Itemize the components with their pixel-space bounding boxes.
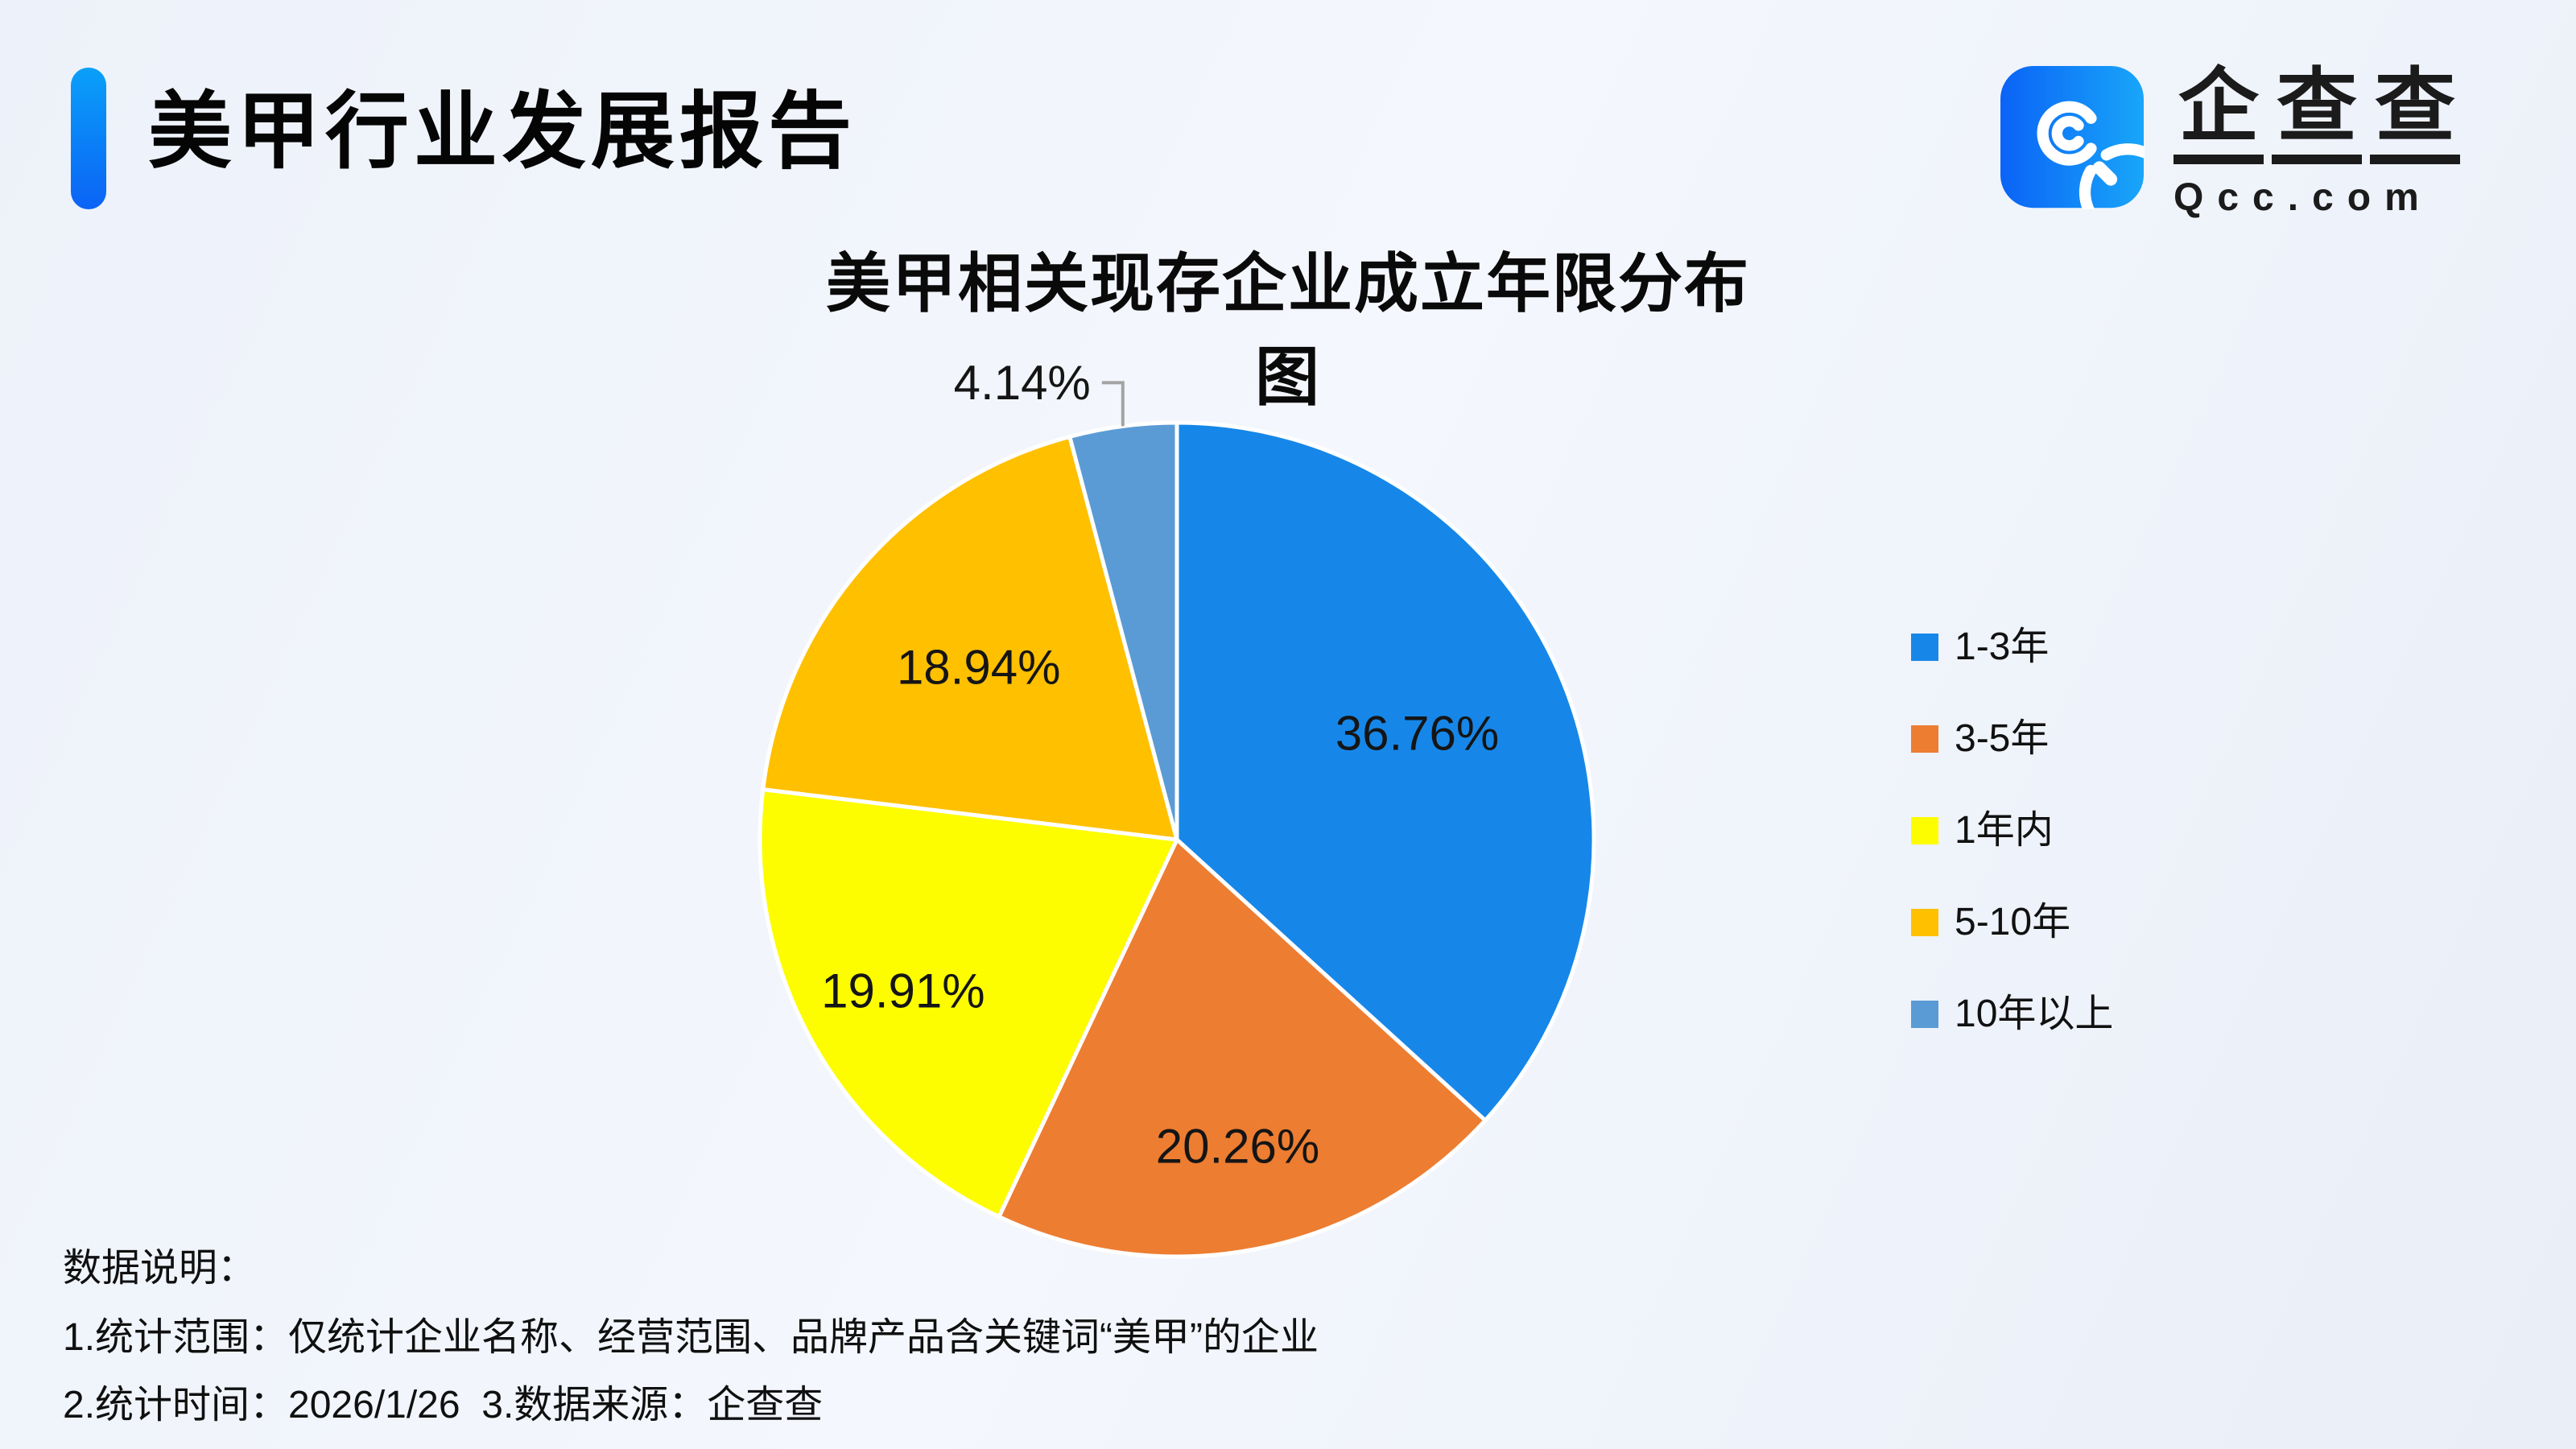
qcc-logo-icon [2000, 66, 2145, 209]
legend-swatch [1911, 817, 1938, 844]
legend-swatch [1911, 634, 1938, 661]
chart-title: 美甲相关现存企业成立年限分布图 [826, 248, 1750, 413]
page-title: 美甲行业发展报告 [148, 85, 857, 179]
leader-line [1101, 381, 1125, 427]
legend-item-3: 5-10年 [1911, 900, 2113, 945]
notes-line-1: 1.统计范围：仅统计企业名称、经营范围、品牌产品含关键词“美甲”的企业 [63, 1316, 1319, 1359]
pie-slice-2 [758, 787, 1179, 1219]
brand-logo: 企 查 查 Qcc.com [2000, 66, 2460, 220]
legend-item-1: 3-5年 [1911, 716, 2113, 762]
pie-slice-3 [761, 434, 1179, 842]
pie-slice-label: 18.94% [897, 640, 1061, 694]
notes-line-2: 2.统计时间：2026/1/26 3.数据来源：企查查 [63, 1384, 824, 1426]
pie-slice-1 [997, 837, 1488, 1259]
legend-swatch [1911, 725, 1938, 753]
pie-slice-label: 19.91% [821, 964, 985, 1018]
legend-item-2: 1年内 [1911, 808, 2113, 853]
brand-cn-char: 企 [2174, 66, 2264, 164]
chart-legend: 1-3年 3-5年 1年内 5-10年 10年以上 [1911, 625, 2113, 1037]
legend-label: 1年内 [1955, 809, 2054, 852]
brand-cn-char: 查 [2272, 66, 2362, 164]
pie-slice-label: 20.26% [1156, 1120, 1320, 1174]
notes-heading: 数据说明： [63, 1247, 257, 1290]
pie-chart: 36.76% 20.26% 19.91% 18.94% 4.14% [708, 338, 1674, 1336]
brand-name-en: Qcc.com [2174, 176, 2433, 219]
title-accent-bar [71, 68, 106, 209]
legend-swatch [1911, 909, 1938, 936]
brand-name-cn: 企 查 查 [2174, 66, 2460, 164]
legend-label: 3-5年 [1955, 717, 2050, 760]
legend-item-4: 10年以上 [1911, 992, 2113, 1037]
legend-label: 10年以上 [1955, 993, 2114, 1035]
legend-label: 5-10年 [1955, 901, 2071, 943]
brand-cn-char: 查 [2370, 66, 2460, 164]
pie-chart-svg: 36.76% 20.26% 19.91% 18.94% 4.14% [758, 356, 1596, 1259]
pie-slice-0 [1174, 420, 1596, 1123]
legend-swatch [1911, 1001, 1938, 1028]
pie-slice-label: 36.76% [1335, 707, 1500, 761]
legend-item-0: 1-3年 [1911, 625, 2113, 670]
legend-label: 1-3年 [1955, 625, 2050, 668]
brand-text: 企 查 查 Qcc.com [2174, 66, 2460, 220]
pie-slice-label: 4.14% [954, 356, 1091, 410]
